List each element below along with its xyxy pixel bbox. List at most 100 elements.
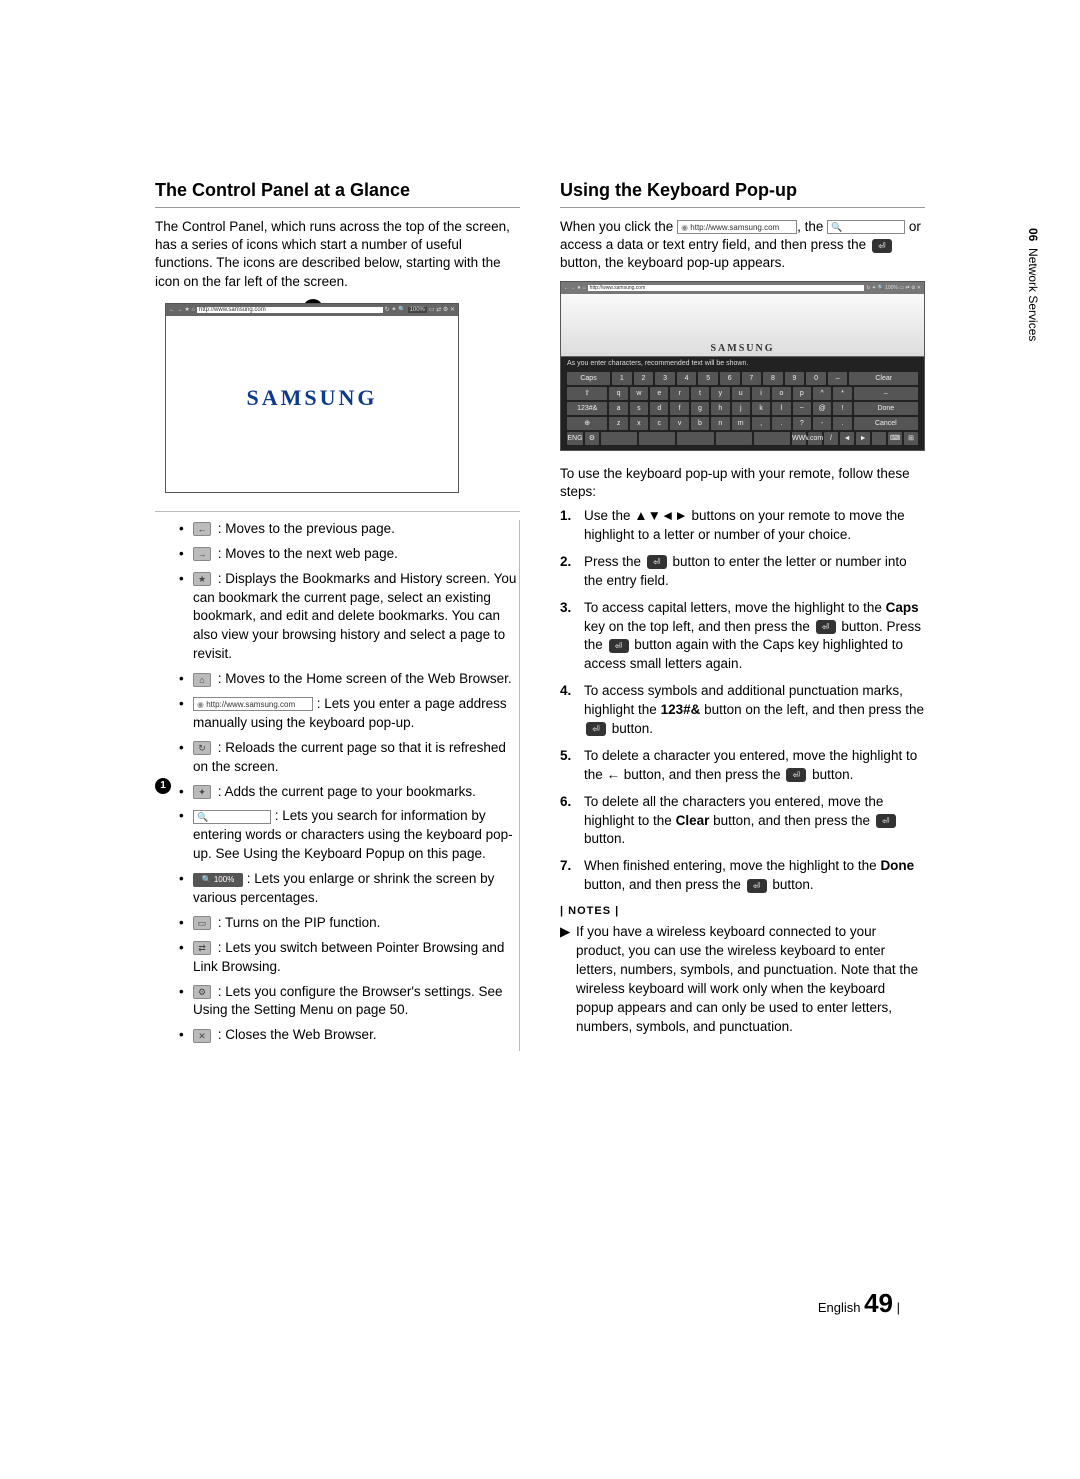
keyboard-key: Clear bbox=[849, 372, 918, 385]
keyboard-key: a bbox=[609, 402, 627, 415]
keyboard-key: c bbox=[650, 417, 668, 430]
right-section-title: Using the Keyboard Pop-up bbox=[560, 180, 925, 208]
keyboard-key: 8 bbox=[763, 372, 783, 385]
keyboard-key: 1 bbox=[612, 372, 632, 385]
keyboard-key: Done bbox=[854, 402, 918, 415]
keyboard-key: . bbox=[772, 417, 790, 430]
keyboard-key: 3 bbox=[655, 372, 675, 385]
keyboard-key: u bbox=[732, 387, 750, 400]
control-panel-item: •⚙ : Lets you configure the Browser's se… bbox=[179, 983, 519, 1021]
keyboard-key bbox=[639, 432, 675, 445]
url-box-icon: ◉ http://www.samsung.com bbox=[193, 697, 313, 711]
keyboard-key: q bbox=[609, 387, 627, 400]
enter-icon: ⏎ bbox=[609, 639, 629, 653]
keyboard-key bbox=[601, 432, 637, 445]
keyboard-key: ⊕ bbox=[567, 417, 607, 430]
keyboard-key bbox=[754, 432, 790, 445]
control-panel-item: •⌂ : Moves to the Home screen of the Web… bbox=[179, 670, 519, 689]
keyboard-key: o bbox=[772, 387, 790, 400]
keyboard-key: 4 bbox=[677, 372, 697, 385]
keyboard-hint: As you enter characters, recommended tex… bbox=[561, 357, 924, 370]
control-panel-item: •★ : Displays the Bookmarks and History … bbox=[179, 570, 519, 664]
notes-list: ▶ If you have a wireless keyboard connec… bbox=[560, 923, 925, 1036]
steps-list: 1.Use the ▲▼◄► buttons on your remote to… bbox=[560, 507, 925, 895]
keyboard-key bbox=[716, 432, 752, 445]
keyboard-key: t bbox=[691, 387, 709, 400]
keyboard-key: s bbox=[630, 402, 648, 415]
keyboard-key: k bbox=[752, 402, 770, 415]
keyboard-key: 9 bbox=[785, 372, 805, 385]
left-column: The Control Panel at a Glance The Contro… bbox=[155, 180, 520, 1051]
right-column: Using the Keyboard Pop-up When you click… bbox=[560, 180, 925, 1051]
left-section-title: The Control Panel at a Glance bbox=[155, 180, 520, 208]
keyboard-key: @ bbox=[813, 402, 831, 415]
control-panel-item: •▭ : Turns on the PIP function. bbox=[179, 914, 519, 933]
keyboard-key: / bbox=[824, 432, 838, 445]
keyboard-key: b bbox=[691, 417, 709, 430]
keyboard-key: . bbox=[833, 417, 851, 430]
keyboard-key: ⊞ bbox=[904, 432, 918, 445]
keyboard-key: v bbox=[670, 417, 688, 430]
notes-header: | NOTES | bbox=[560, 905, 925, 917]
keyboard-key: 2 bbox=[634, 372, 654, 385]
keyboard-key: h bbox=[711, 402, 729, 415]
keyboard-key: p bbox=[793, 387, 811, 400]
keyboard-key: 0 bbox=[806, 372, 826, 385]
toolbar-icon: ↻ bbox=[193, 741, 211, 755]
right-intro: When you click the ◉ http://www.samsung.… bbox=[560, 218, 925, 273]
list-marker-1: 1 bbox=[155, 778, 171, 794]
step-item: 1.Use the ▲▼◄► buttons on your remote to… bbox=[560, 507, 925, 545]
keyboard-key: l bbox=[772, 402, 790, 415]
keyboard-key: d bbox=[650, 402, 668, 415]
toolbar-icon: ⇄ bbox=[193, 941, 211, 955]
keyboard-key: Cancel bbox=[854, 417, 918, 430]
keyboard-key: ^ bbox=[813, 387, 831, 400]
keyboard-key: w bbox=[630, 387, 648, 400]
keyboard-key: x bbox=[630, 417, 648, 430]
enter-icon: ⏎ bbox=[586, 722, 606, 736]
enter-icon: ⏎ bbox=[872, 239, 892, 253]
control-panel-item: •→ : Moves to the next web page. bbox=[179, 545, 519, 564]
enter-icon: ⏎ bbox=[816, 620, 836, 634]
keyboard-key: ⚙ bbox=[585, 432, 599, 445]
browser-figure: ← → ★ ⌂ http://www.samsung.com ↻ ✦ 🔍 100… bbox=[165, 303, 459, 493]
keyboard-key: Caps bbox=[567, 372, 610, 385]
step-item: 2.Press the ⏎ button to enter the letter… bbox=[560, 553, 925, 591]
keyboard-key: z bbox=[609, 417, 627, 430]
zoom-icon: 🔍 100% bbox=[193, 873, 243, 887]
enter-icon: ⏎ bbox=[747, 879, 767, 893]
toolbar-icon: ← bbox=[193, 522, 211, 536]
control-panel-item: •✕ : Closes the Web Browser. bbox=[179, 1026, 519, 1045]
keyboard-figure: ← → ★ ⌂ http://www.samsung.com ↻ ✦ 🔍 100… bbox=[560, 281, 925, 451]
samsung-logo: SAMSUNG bbox=[246, 385, 377, 411]
keyboard-key: ◄ bbox=[840, 432, 854, 445]
keyboard-key: ~ bbox=[793, 402, 811, 415]
control-panel-item: •← : Moves to the previous page. bbox=[179, 520, 519, 539]
left-intro: The Control Panel, which runs across the… bbox=[155, 218, 520, 291]
keyboard-key: y bbox=[711, 387, 729, 400]
keyboard-key: i bbox=[752, 387, 770, 400]
keyboard-key: g bbox=[691, 402, 709, 415]
step-item: 4.To access symbols and additional punct… bbox=[560, 682, 925, 739]
toolbar-icon: ✦ bbox=[193, 785, 211, 799]
page-footer: English 49 | bbox=[818, 1288, 900, 1319]
control-panel-item: •↻ : Reloads the current page so that it… bbox=[179, 739, 519, 777]
toolbar-icon: ✕ bbox=[193, 1029, 211, 1043]
keyboard-key: m bbox=[732, 417, 750, 430]
keyboard-key: 123#& bbox=[567, 402, 607, 415]
control-panel-item: •✦ : Adds the current page to your bookm… bbox=[179, 783, 519, 802]
keyboard-key: 7 bbox=[742, 372, 762, 385]
side-chapter-label: 06 Network Services bbox=[1026, 228, 1040, 341]
keyboard-key: .com bbox=[808, 432, 822, 445]
control-panel-item: •🔍 100% : Lets you enlarge or shrink the… bbox=[179, 870, 519, 908]
keyboard-key: * bbox=[833, 387, 851, 400]
keyboard-key: 6 bbox=[720, 372, 740, 385]
step-item: 6.To delete all the characters you enter… bbox=[560, 793, 925, 850]
search-box-icon: 🔍 bbox=[193, 810, 271, 824]
enter-icon: ⏎ bbox=[786, 768, 806, 782]
keyboard-key: ⌨ bbox=[888, 432, 902, 445]
control-panel-item: •🔍 : Lets you search for information by … bbox=[179, 807, 519, 864]
control-panel-list: •← : Moves to the previous page. •→ : Mov… bbox=[179, 520, 520, 1051]
step-item: 5.To delete a character you entered, mov… bbox=[560, 747, 925, 785]
toolbar-icon: ★ bbox=[193, 572, 211, 586]
